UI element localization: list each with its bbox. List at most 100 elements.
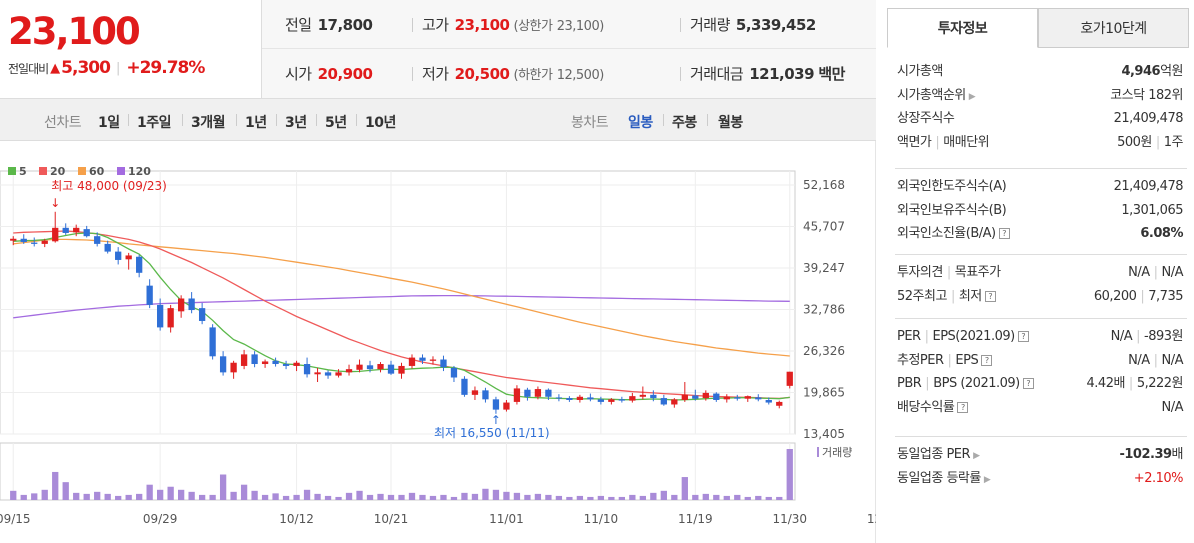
candlestick-chart[interactable]: 52,168 45,707 39,247 32,786 26,326 19,865 13,4… xyxy=(0,141,876,543)
info-row: 추정PER | EPS? N/A | N/A xyxy=(895,349,1187,373)
candle-body xyxy=(31,242,38,244)
candle-body xyxy=(251,354,258,365)
info-label-text: 동일업종 등락률 xyxy=(897,470,981,486)
volume-bar xyxy=(419,494,426,500)
info-value: 500원 | 1주 xyxy=(1117,131,1183,155)
x-tick-label: 11/01 xyxy=(489,512,524,526)
summary-row-2: 시가 20,900 저가 20,500 (하한가 12,500) 거래대금 121,03… xyxy=(262,49,876,98)
x-tick-label: 09/29 xyxy=(143,512,178,526)
info-value: 코스닥 182위 xyxy=(1110,84,1183,108)
info-value-text-2: N/A xyxy=(1161,352,1184,368)
candle-body xyxy=(314,372,321,375)
help-icon[interactable]: ? xyxy=(957,401,969,413)
volume-bar xyxy=(650,492,657,500)
volume-bar xyxy=(618,496,626,500)
line-chart-label: 선차트 xyxy=(44,115,82,131)
volume-bar xyxy=(335,496,342,500)
info-value-text: N/A xyxy=(1128,265,1150,280)
period-3m-button[interactable]: 3개월 xyxy=(191,115,226,131)
volume-bar xyxy=(450,496,458,500)
info-row: PBR | BPS (2021.09)? 4.42배 | 5,222원 xyxy=(895,372,1187,396)
help-icon[interactable]: ? xyxy=(984,290,996,302)
info-label-text: 52주최고 xyxy=(897,288,947,304)
caret-right-icon[interactable]: ▶ xyxy=(973,451,980,461)
annotation-low-arrow-icon: ↑ xyxy=(491,413,501,427)
candle-monthly-button[interactable]: 월봉 xyxy=(718,115,743,131)
info-label-text-2: 최저 xyxy=(958,288,982,304)
volume-bar xyxy=(387,494,395,500)
period-3y-button[interactable]: 3년 xyxy=(285,115,307,131)
help-icon[interactable]: ? xyxy=(981,354,993,366)
divider: | xyxy=(950,288,955,304)
legend-swatch xyxy=(78,167,86,175)
info-label-text: 외국인보유주식수(B) xyxy=(897,202,1007,218)
candle-body xyxy=(786,371,793,386)
info-label: 시가총액 xyxy=(897,60,943,84)
volume-bar xyxy=(671,494,678,500)
y-tick-label: 32,786 xyxy=(803,303,845,317)
divider xyxy=(680,18,681,32)
legend-label: 60 xyxy=(89,165,105,178)
info-label: 52주최고 | 최저? xyxy=(897,285,996,309)
info-value-text: 6.08% xyxy=(1140,226,1183,241)
period-1w-button[interactable]: 1주일 xyxy=(137,115,172,131)
volume-bar xyxy=(524,494,531,500)
legend-label: 5 xyxy=(19,165,27,178)
x-tick-label: 11/19 xyxy=(678,512,713,526)
info-label: 상장주식수 xyxy=(897,107,955,131)
candle-body xyxy=(41,240,48,244)
period-1d-button[interactable]: 1일 xyxy=(98,115,120,131)
x-tick-label: 12/09 xyxy=(867,512,876,526)
volume-bar xyxy=(545,494,552,500)
info-row: 상장주식수 21,409,478 xyxy=(895,107,1187,131)
caret-right-icon[interactable]: ▶ xyxy=(968,91,976,102)
divider: | xyxy=(924,329,929,344)
tab-invest-info[interactable]: 투자정보 xyxy=(887,8,1038,48)
stock-chart[interactable]: 52,168 45,707 39,247 32,786 26,326 19,865 13,4… xyxy=(0,141,876,543)
volume-bar xyxy=(398,494,405,500)
day-high: 고가 23,100 (상한가 23,100) xyxy=(422,15,604,34)
info-group-opinion: 투자의견 | 목표주가 N/A | N/A 52주최고 | 최저? 60,200 | 7,735 xyxy=(895,254,1187,308)
price-plot-frame xyxy=(0,170,796,435)
volume-bar xyxy=(157,489,164,500)
candle-body xyxy=(639,394,646,397)
volume: 거래량 5,339,452 xyxy=(690,15,816,34)
info-value: 21,409,478 xyxy=(1114,175,1184,199)
legend-swatch xyxy=(39,167,47,175)
candle-body xyxy=(324,372,332,376)
info-label: 외국인보유주식수(B) xyxy=(897,199,1007,223)
candle-daily-button[interactable]: 일봉 xyxy=(628,115,653,131)
period-10y-button[interactable]: 10년 xyxy=(365,115,396,131)
caret-right-icon[interactable]: ▶ xyxy=(983,474,991,485)
candle-body xyxy=(387,364,395,374)
candle-body xyxy=(482,390,489,400)
volume-bar xyxy=(587,496,594,500)
volume-bar xyxy=(492,489,500,500)
ma60-line xyxy=(13,238,790,357)
info-group-industry: 동일업종 PER ▶ -102.39배 동일업종 등락률 ▶ +2.10% xyxy=(895,436,1187,490)
volume-bar xyxy=(104,493,111,500)
volume-bar xyxy=(293,494,300,500)
period-1y-button[interactable]: 1년 xyxy=(245,115,267,131)
info-label: 동일업종 등락률 ▶ xyxy=(897,467,991,493)
help-icon[interactable]: ? xyxy=(998,228,1010,239)
volume-bar xyxy=(188,491,195,500)
y-tick-label: 19,865 xyxy=(803,386,845,400)
info-row: 액면가 | 매매단위 500원 | 1주 xyxy=(895,131,1187,155)
info-row: 배당수익률? N/A xyxy=(895,396,1187,420)
tab-order-book[interactable]: 호가10단계 xyxy=(1038,8,1189,48)
help-icon[interactable]: ? xyxy=(1022,378,1034,389)
y-tick-label: 13,405 xyxy=(803,427,845,441)
info-row: 외국인보유주식수(B) 1,301,065 xyxy=(895,199,1187,223)
volume-bar xyxy=(272,493,279,500)
info-value: -102.39배 xyxy=(1119,443,1183,467)
change-percent: +29.78% xyxy=(126,58,205,78)
divider xyxy=(663,114,664,126)
info-group-market-cap: 시가총액 4,946억원 시가총액순위 ▶ 코스닥 182위 상장주식수 21,409,47… xyxy=(895,60,1187,154)
candle-body xyxy=(293,362,300,366)
candle-weekly-button[interactable]: 주봉 xyxy=(672,115,697,131)
volume-bar xyxy=(702,493,709,500)
candle-body xyxy=(671,399,678,405)
help-icon[interactable]: ? xyxy=(1017,331,1029,342)
period-5y-button[interactable]: 5년 xyxy=(325,115,347,131)
